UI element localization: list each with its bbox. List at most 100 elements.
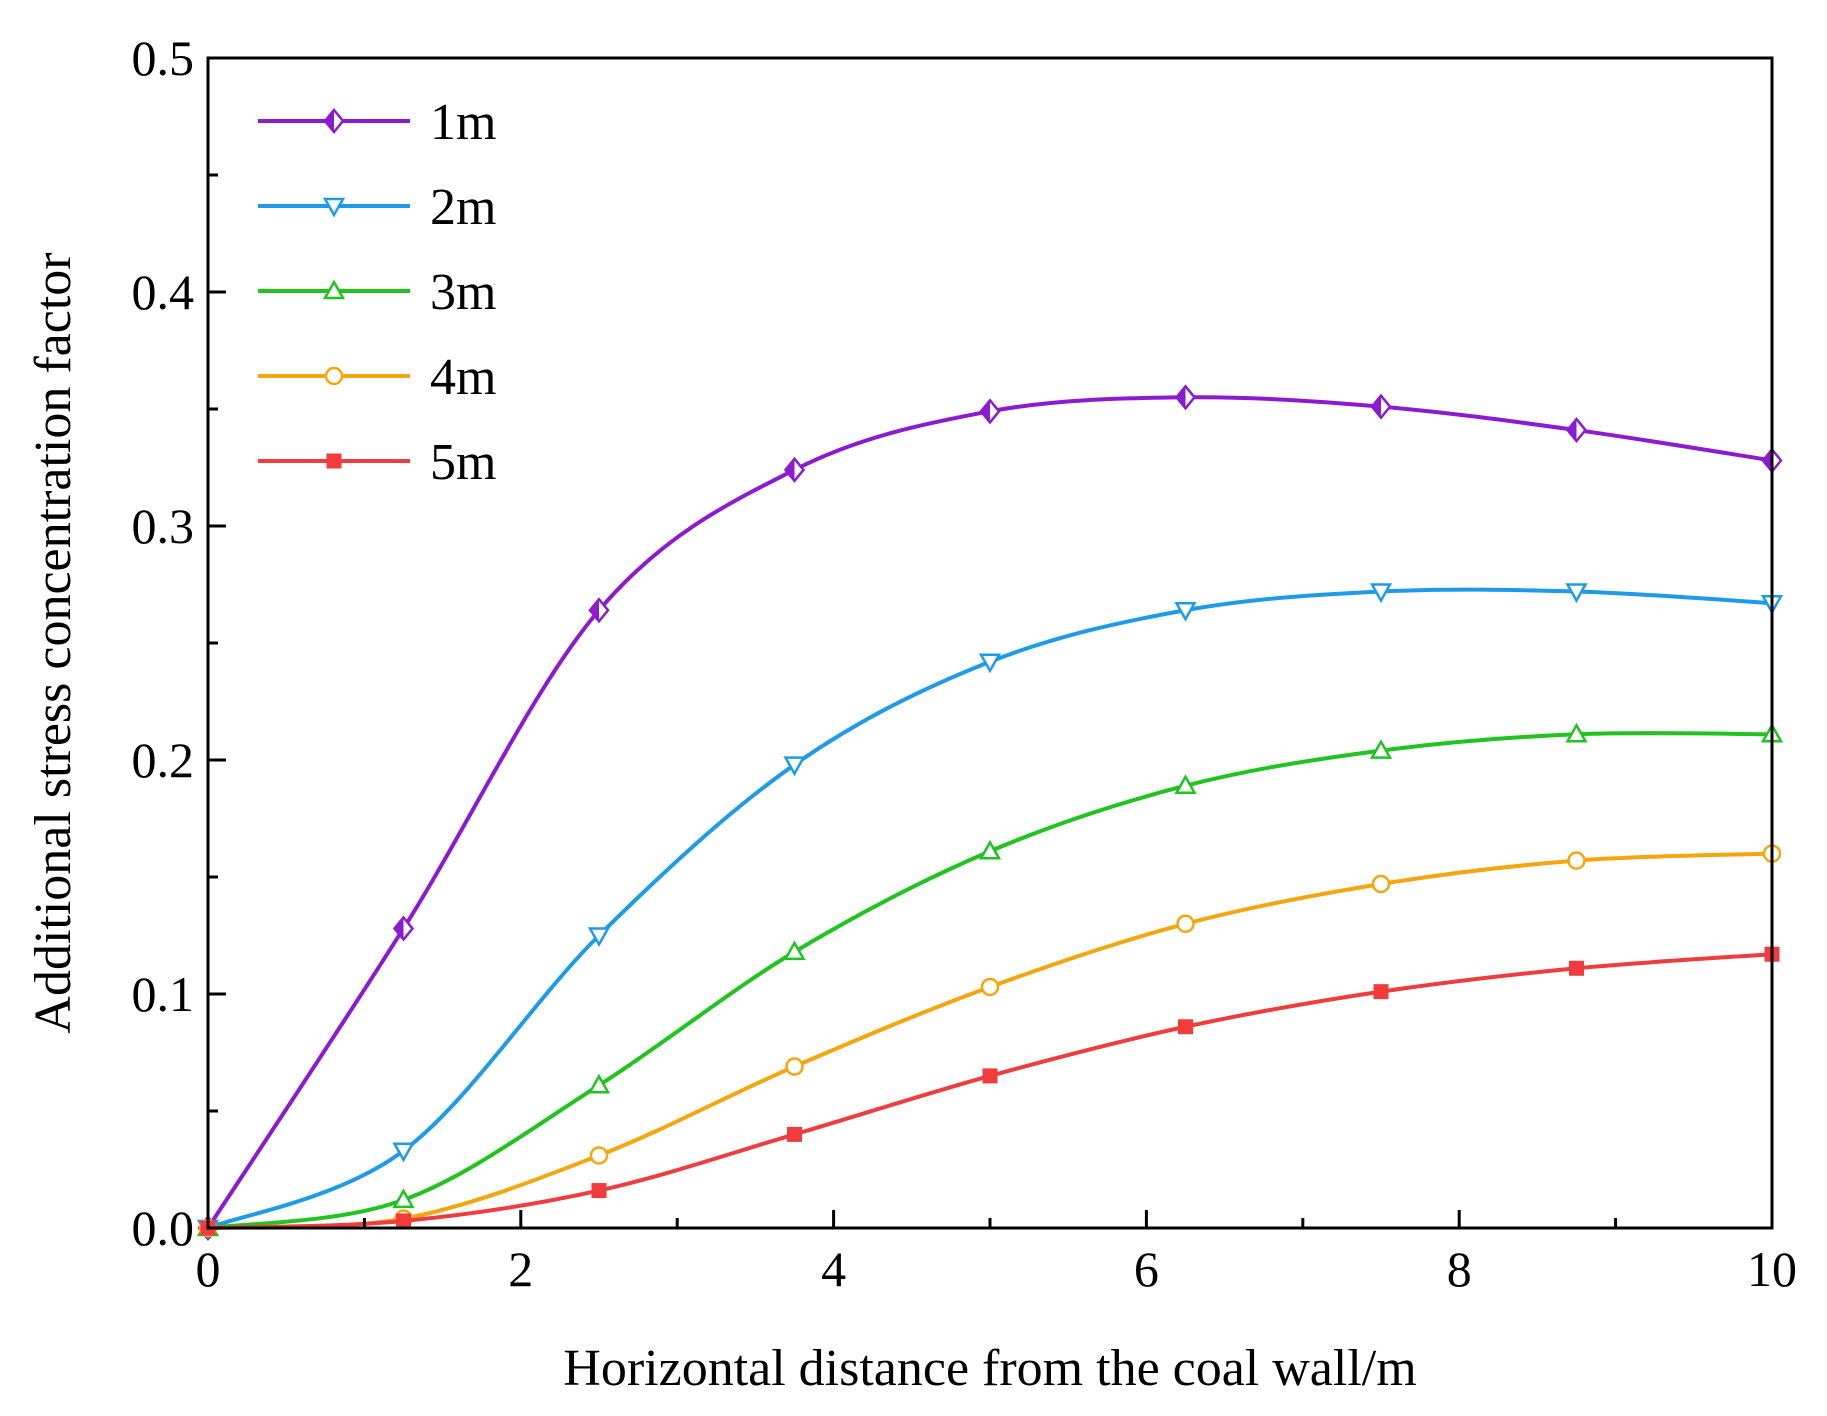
y-tick-label-0: 0.0 [132, 1200, 195, 1256]
point-3m-7-shape [1565, 722, 1588, 743]
y-axis-title: Additional stress concentration factor [25, 252, 82, 1033]
point-5m-1 [396, 1213, 411, 1229]
point-3m-2 [587, 1073, 611, 1094]
point-4m-7-shape [1567, 851, 1586, 870]
y-tick-label-5: 0.5 [132, 30, 195, 86]
x-tick-label-2: 4 [821, 1241, 846, 1297]
point-4m-2-shape [589, 1146, 609, 1165]
legend-marker-3m [322, 279, 346, 300]
legend-marker-2m [322, 197, 346, 218]
legend-item-1m: 1m [258, 94, 496, 151]
point-3m-6-shape [1369, 739, 1393, 759]
legend-item-2m: 2m [258, 179, 496, 236]
point-5m-7 [1569, 960, 1584, 976]
point-5m-6-shape [1373, 984, 1389, 1000]
point-1m-4-fill [981, 400, 990, 423]
point-4m-4-shape [980, 977, 1000, 997]
legend-label-4m: 4m [430, 349, 496, 406]
point-2m-7-shape [1565, 583, 1588, 604]
point-5m-4-shape [982, 1068, 998, 1084]
x-tick-label-3: 6 [1134, 1241, 1159, 1297]
point-2m-5-shape [1174, 601, 1197, 622]
point-4m-3 [785, 1057, 804, 1076]
point-1m-1 [392, 915, 415, 942]
series-line-1m [206, 395, 1773, 1230]
y-axis: 0.0 0.1 0.2 0.3 0.4 0.5 [132, 30, 226, 1256]
y-tick-label-4: 0.4 [132, 264, 195, 320]
point-5m-2-shape [591, 1183, 607, 1199]
point-1m-5 [1174, 384, 1197, 411]
point-1m-2-fill [590, 599, 599, 622]
point-2m-6 [1369, 583, 1393, 604]
point-1m-8-fill [1763, 449, 1772, 472]
point-2m-3-shape [783, 756, 806, 777]
x-tick-label-1: 2 [508, 1241, 533, 1297]
point-2m-2 [587, 927, 611, 948]
point-3m-3 [783, 940, 806, 961]
series-4m [198, 844, 1782, 1238]
series-2m [196, 583, 1784, 1240]
point-5m-5-shape [1178, 1019, 1193, 1035]
point-3m-5-shape [1174, 774, 1197, 794]
point-4m-5 [1176, 914, 1195, 934]
point-1m-5-fill [1176, 386, 1186, 409]
point-5m-2 [591, 1183, 607, 1199]
legend-label-1m: 1m [430, 94, 496, 151]
legend-label-3m: 3m [430, 264, 496, 321]
legend-marker-3m-shape [322, 279, 346, 300]
point-1m-3-fill [785, 458, 795, 481]
point-3m-4-shape [978, 839, 1002, 860]
point-2m-7 [1565, 583, 1588, 604]
x-tick-label-0: 0 [196, 1241, 221, 1297]
series-line-4m [207, 851, 1773, 1230]
point-2m-4 [978, 653, 1002, 674]
legend-marker-1m [323, 108, 345, 134]
legend: 1m 2m 3m 4m 5m [258, 94, 496, 491]
point-1m-2 [588, 597, 610, 624]
y-tick-label-1: 0.1 [132, 966, 195, 1022]
series-3m [196, 722, 1784, 1237]
legend-item-3m: 3m [258, 264, 496, 321]
series-1m [197, 384, 1783, 1241]
point-5m-1-shape [396, 1213, 411, 1229]
point-1m-4 [979, 398, 1001, 425]
point-3m-2-shape [587, 1073, 611, 1094]
point-3m-1-shape [392, 1188, 415, 1209]
y-tick-label-3: 0.3 [132, 498, 195, 554]
legend-label-5m: 5m [430, 434, 496, 491]
legend-marker-5m-shape [326, 453, 342, 469]
point-2m-2-shape [587, 927, 611, 948]
point-2m-3 [783, 756, 806, 777]
x-axis: 0 2 4 6 8 10 [196, 1210, 1797, 1297]
point-3m-5 [1174, 774, 1197, 794]
x-axis-title: Horizontal distance from the coal wall/m [563, 1340, 1416, 1397]
x-tick-label-5: 10 [1747, 1241, 1797, 1297]
point-2m-5 [1174, 601, 1197, 622]
point-2m-1 [392, 1142, 415, 1163]
legend-label-2m: 2m [430, 179, 496, 236]
point-4m-2 [589, 1146, 609, 1165]
point-1m-6 [1370, 393, 1392, 420]
y-tick-label-2: 0.2 [132, 732, 195, 788]
point-5m-4 [982, 1068, 998, 1084]
point-5m-3-shape [787, 1126, 802, 1142]
legend-item-4m: 4m [258, 349, 496, 406]
point-1m-1-fill [394, 917, 404, 940]
legend-marker-5m [326, 453, 342, 469]
point-1m-6-fill [1372, 395, 1381, 418]
legend-marker-2m-shape [322, 197, 346, 218]
point-1m-3 [783, 456, 806, 483]
point-2m-1-shape [392, 1142, 415, 1163]
point-5m-5 [1178, 1019, 1193, 1035]
point-4m-3-shape [785, 1057, 804, 1076]
legend-marker-4m [324, 366, 344, 386]
point-5m-3 [787, 1126, 802, 1142]
point-3m-3-shape [783, 940, 806, 961]
point-1m-7-fill [1567, 419, 1577, 442]
point-3m-7 [1565, 722, 1588, 743]
point-1m-7 [1565, 417, 1588, 444]
point-4m-5-shape [1176, 914, 1195, 934]
series-layer [196, 384, 1784, 1241]
point-3m-4 [978, 839, 1002, 860]
